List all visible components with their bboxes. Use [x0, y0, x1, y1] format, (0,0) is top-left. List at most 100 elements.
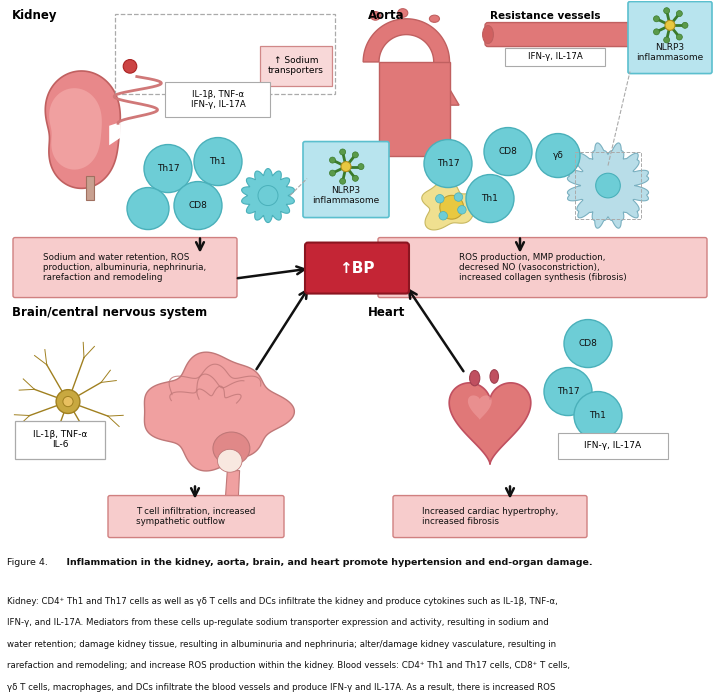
- Circle shape: [352, 176, 359, 181]
- Polygon shape: [49, 89, 102, 169]
- Polygon shape: [145, 352, 294, 471]
- Polygon shape: [225, 470, 240, 506]
- Circle shape: [677, 10, 682, 17]
- Circle shape: [339, 178, 346, 184]
- Text: ROS production, MMP production,
decresed NO (vasoconstriction),
increased collag: ROS production, MMP production, decresed…: [458, 252, 627, 282]
- Text: T cell infiltration, increased
sympathetic outflow: T cell infiltration, increased sympathet…: [136, 507, 256, 526]
- Circle shape: [665, 20, 675, 30]
- Text: CD8: CD8: [578, 339, 597, 348]
- Circle shape: [654, 16, 660, 22]
- Circle shape: [358, 164, 364, 169]
- Circle shape: [436, 194, 444, 203]
- FancyBboxPatch shape: [303, 141, 389, 217]
- Text: Sodium and water retention, ROS
production, albuminuria, nephrinuria,
rarefactio: Sodium and water retention, ROS producti…: [43, 252, 207, 282]
- FancyBboxPatch shape: [393, 496, 587, 537]
- Circle shape: [258, 185, 278, 206]
- Circle shape: [123, 59, 137, 73]
- Circle shape: [56, 390, 80, 413]
- Text: Th17: Th17: [557, 387, 579, 396]
- Ellipse shape: [483, 26, 493, 43]
- Text: NLRP3
inflammasome: NLRP3 inflammasome: [637, 43, 704, 62]
- Bar: [575, 152, 642, 219]
- Bar: [15, 420, 105, 459]
- Text: IFN-γ, and IL-17A. Mediators from these cells up-regulate sodium transporter exp: IFN-γ, and IL-17A. Mediators from these …: [7, 618, 549, 627]
- Circle shape: [458, 206, 466, 214]
- Polygon shape: [86, 176, 93, 200]
- Polygon shape: [468, 395, 492, 420]
- Text: Heart: Heart: [368, 305, 406, 319]
- Text: Kidney: CD4⁺ Th1 and Th17 cells as well as γδ T cells and DCs infiltrate the kid: Kidney: CD4⁺ Th1 and Th17 cells as well …: [7, 597, 558, 606]
- Circle shape: [654, 29, 660, 35]
- Text: Th17: Th17: [157, 164, 179, 173]
- Text: γδ T cells, macrophages, and DCs infiltrate the blood vessels and produce IFN-γ : γδ T cells, macrophages, and DCs infiltr…: [7, 683, 555, 692]
- Text: IFN-γ, IL-17A: IFN-γ, IL-17A: [585, 441, 642, 450]
- Circle shape: [664, 8, 670, 14]
- Polygon shape: [568, 143, 649, 228]
- Ellipse shape: [398, 8, 408, 17]
- FancyBboxPatch shape: [378, 238, 707, 298]
- Circle shape: [664, 37, 670, 43]
- Circle shape: [574, 392, 622, 440]
- Circle shape: [352, 152, 359, 158]
- Text: ↑ Sodium
transporters: ↑ Sodium transporters: [268, 56, 324, 75]
- FancyBboxPatch shape: [13, 238, 237, 298]
- Circle shape: [63, 397, 73, 406]
- Bar: [260, 45, 332, 86]
- Text: Th1: Th1: [590, 411, 607, 420]
- Circle shape: [466, 174, 514, 222]
- Circle shape: [127, 187, 169, 229]
- Text: NLRP3
inflammasome: NLRP3 inflammasome: [312, 185, 379, 205]
- Polygon shape: [422, 181, 486, 230]
- Circle shape: [439, 211, 448, 220]
- Text: Th1: Th1: [481, 194, 498, 203]
- Circle shape: [454, 193, 463, 201]
- Circle shape: [341, 162, 351, 171]
- Text: IL-1β, TNF-α
IFN-γ, IL-17A: IL-1β, TNF-α IFN-γ, IL-17A: [190, 90, 245, 109]
- FancyBboxPatch shape: [305, 243, 409, 293]
- Text: γδ: γδ: [553, 151, 563, 160]
- Text: Th1: Th1: [210, 157, 227, 166]
- Text: Resistance vessels: Resistance vessels: [490, 10, 600, 20]
- Text: ↑BP: ↑BP: [339, 261, 375, 275]
- Bar: [558, 433, 668, 459]
- Ellipse shape: [370, 12, 381, 20]
- Ellipse shape: [490, 369, 498, 383]
- Polygon shape: [363, 19, 459, 105]
- Text: Brain/central nervous system: Brain/central nervous system: [12, 305, 207, 319]
- Polygon shape: [449, 383, 530, 464]
- Text: Figure 4.: Figure 4.: [7, 558, 48, 567]
- Text: Inflammation in the kidney, aorta, brain, and heart promote hypertension and end: Inflammation in the kidney, aorta, brain…: [59, 558, 593, 567]
- Circle shape: [544, 367, 592, 415]
- Text: water retention; damage kidney tissue, resulting in albuminuria and nephrinuria;: water retention; damage kidney tissue, r…: [7, 640, 556, 649]
- Bar: [115, 13, 335, 93]
- Circle shape: [564, 319, 612, 367]
- Ellipse shape: [470, 371, 480, 386]
- Circle shape: [194, 137, 242, 185]
- Circle shape: [677, 34, 682, 40]
- Bar: [165, 82, 270, 116]
- Circle shape: [339, 149, 346, 155]
- Ellipse shape: [213, 432, 250, 465]
- Circle shape: [484, 128, 532, 176]
- Circle shape: [174, 181, 222, 229]
- Circle shape: [595, 174, 620, 198]
- FancyBboxPatch shape: [108, 496, 284, 537]
- Circle shape: [329, 170, 336, 176]
- Circle shape: [144, 144, 192, 192]
- Circle shape: [329, 157, 336, 163]
- Text: IL-1β, TNF-α
IL-6: IL-1β, TNF-α IL-6: [33, 430, 87, 450]
- Text: CD8: CD8: [498, 147, 518, 156]
- Circle shape: [424, 139, 472, 187]
- Polygon shape: [46, 71, 120, 188]
- FancyBboxPatch shape: [628, 1, 712, 74]
- Text: CD8: CD8: [188, 201, 207, 210]
- Text: IFN-γ, IL-17A: IFN-γ, IL-17A: [528, 52, 583, 61]
- Circle shape: [440, 195, 463, 219]
- Ellipse shape: [429, 15, 439, 22]
- Text: rarefaction and remodeling; and increase ROS production within the kidney. Blood: rarefaction and remodeling; and increase…: [7, 661, 570, 671]
- Text: Increased cardiac hypertrophy,
increased fibrosis: Increased cardiac hypertrophy, increased…: [422, 507, 558, 526]
- Polygon shape: [242, 169, 294, 222]
- Ellipse shape: [217, 450, 242, 473]
- Text: Aorta: Aorta: [368, 8, 404, 22]
- Text: Kidney: Kidney: [12, 8, 58, 22]
